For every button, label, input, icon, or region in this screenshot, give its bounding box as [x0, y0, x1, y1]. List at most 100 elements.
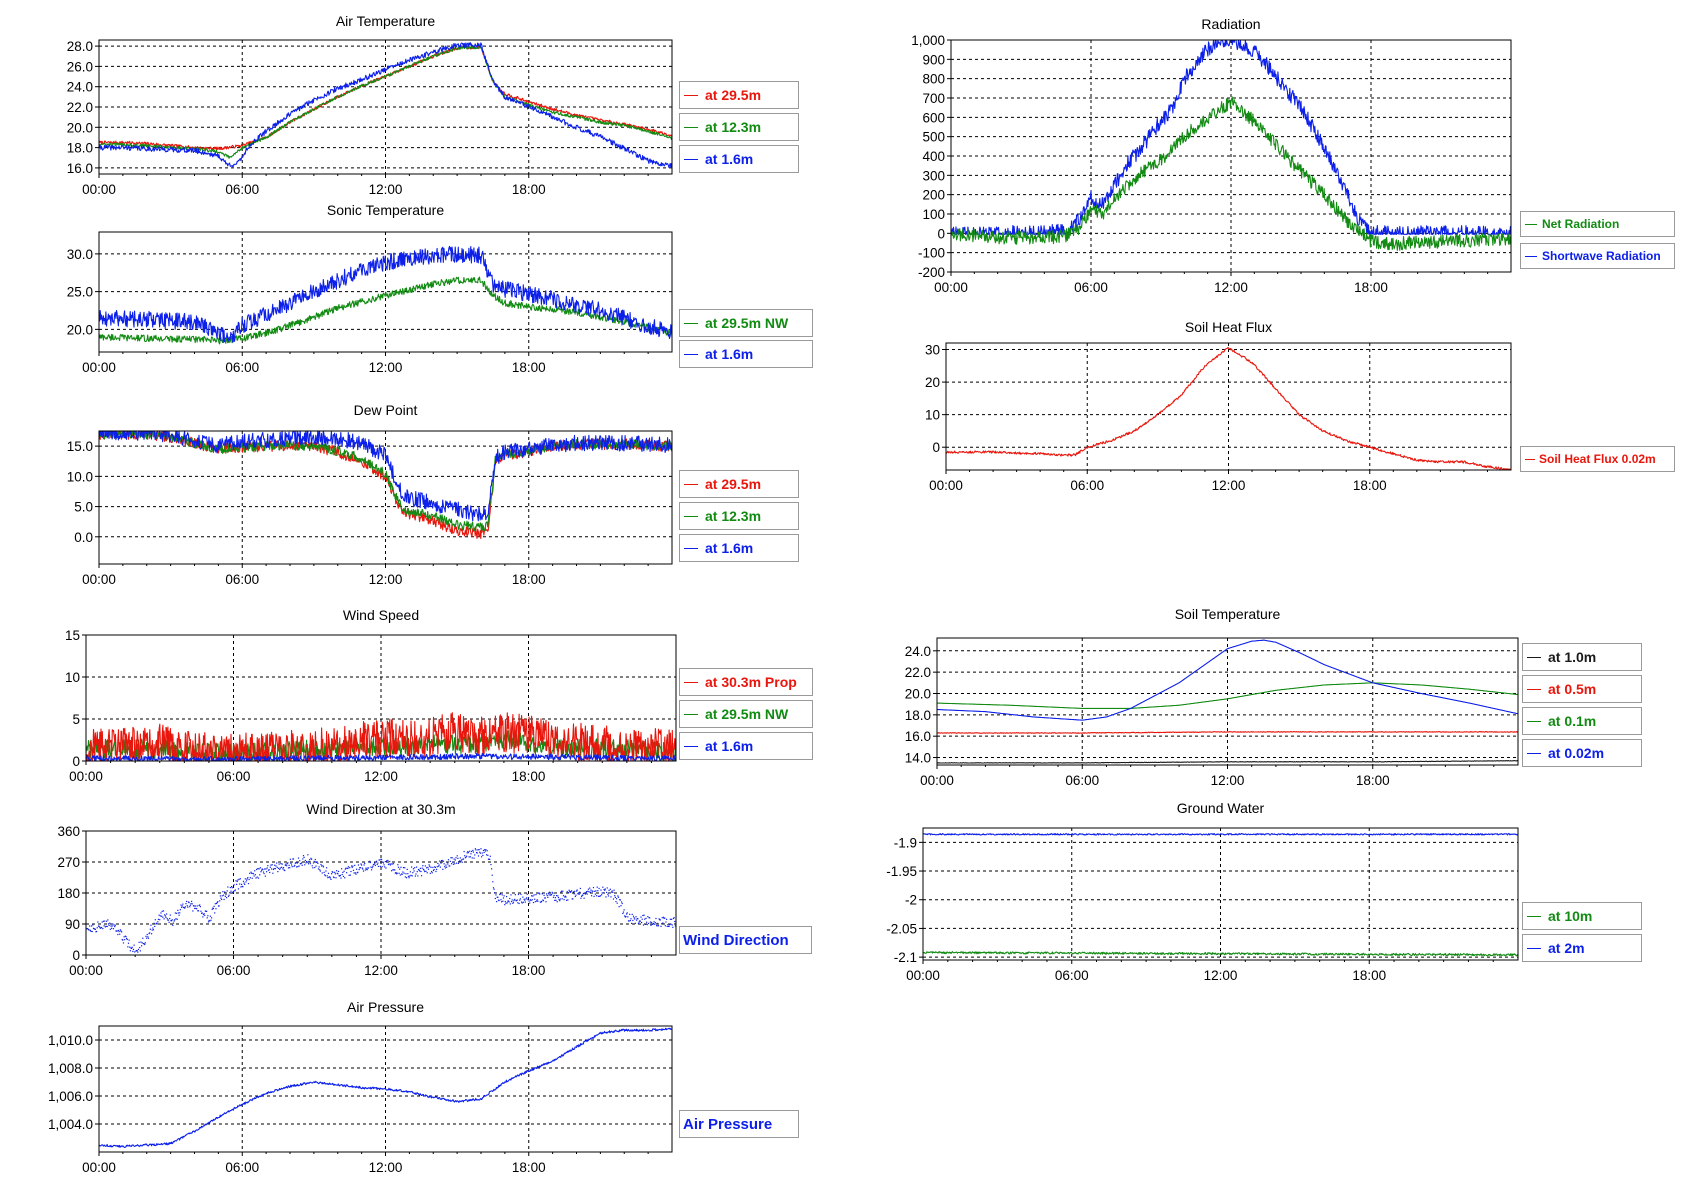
- data-point: [670, 923, 672, 925]
- data-point: [642, 914, 644, 917]
- data-point: [479, 851, 481, 853]
- data-point: [668, 925, 670, 928]
- data-point: [579, 891, 581, 893]
- x-tick-label: 00:00: [69, 769, 103, 784]
- data-point: [589, 887, 591, 889]
- data-point: [372, 864, 375, 866]
- data-point: [392, 863, 395, 865]
- data-point: [531, 895, 533, 897]
- data-point: [379, 859, 381, 861]
- data-point: [629, 913, 631, 915]
- data-point: [482, 854, 484, 857]
- data-point: [461, 859, 463, 861]
- data-point: [411, 866, 413, 868]
- data-point: [246, 878, 248, 880]
- data-point: [547, 892, 550, 894]
- x-tick-label: 12:00: [369, 360, 403, 375]
- plot-border: [98, 231, 673, 353]
- data-point: [527, 899, 529, 901]
- data-point: [252, 873, 255, 875]
- data-point: [204, 914, 206, 916]
- legend-label: at 29.5m: [705, 476, 762, 492]
- data-point: [505, 902, 507, 904]
- data-point: [131, 946, 133, 948]
- data-point: [433, 869, 435, 871]
- data-point: [450, 857, 452, 859]
- legend-swatch: [684, 94, 698, 96]
- data-point: [413, 870, 415, 872]
- x-tick-label: 18:00: [1356, 773, 1390, 788]
- data-point: [452, 863, 455, 865]
- data-point: [447, 859, 450, 861]
- data-point: [453, 858, 455, 860]
- data-point: [542, 899, 545, 902]
- legend-label: Shortwave Radiation: [1542, 249, 1661, 263]
- data-point: [579, 887, 581, 890]
- data-point: [90, 930, 92, 932]
- data-point: [416, 871, 418, 873]
- data-point: [524, 899, 526, 901]
- data-point: [162, 910, 165, 912]
- data-point: [193, 905, 195, 907]
- data-point: [605, 896, 607, 898]
- data-point: [569, 891, 571, 893]
- data-point: [335, 877, 337, 879]
- data-point: [580, 897, 582, 899]
- x-tick-label: 06:00: [225, 182, 259, 197]
- data-point: [361, 864, 363, 866]
- data-point: [324, 875, 326, 877]
- data-point: [132, 948, 135, 951]
- data-point: [149, 932, 151, 934]
- data-point: [476, 852, 478, 854]
- data-point: [328, 876, 330, 878]
- data-point: [262, 871, 265, 873]
- data-point: [466, 852, 468, 854]
- series-group: [99, 245, 672, 345]
- data-point: [170, 920, 172, 922]
- data-point: [408, 877, 410, 879]
- y-tick-label: 20.0: [67, 120, 93, 135]
- data-point: [201, 912, 203, 914]
- data-point: [277, 870, 279, 873]
- data-point: [102, 927, 104, 930]
- series-wind-direction: [86, 848, 676, 953]
- data-point: [501, 901, 503, 903]
- data-point: [101, 926, 103, 929]
- data-point: [376, 863, 378, 866]
- data-point: [447, 863, 449, 865]
- data-point: [367, 867, 369, 869]
- data-point: [553, 894, 555, 897]
- y-tick-label: 0: [72, 948, 80, 963]
- data-point: [151, 933, 153, 935]
- data-point: [536, 899, 538, 901]
- x-tick-label: 00:00: [920, 773, 954, 788]
- data-point: [142, 942, 145, 945]
- data-point: [249, 872, 251, 874]
- data-point: [372, 865, 374, 867]
- data-point: [232, 890, 235, 893]
- data-point: [246, 879, 248, 881]
- data-point: [449, 860, 451, 862]
- data-point: [269, 871, 271, 874]
- data-point: [352, 865, 354, 867]
- data-point: [669, 924, 671, 926]
- data-point: [387, 863, 390, 866]
- data-point: [609, 892, 611, 894]
- wind-direction-plot: Wind Direction at 30.3m 0 90 180 270 360 00:00…: [57, 801, 677, 978]
- data-point: [446, 861, 448, 864]
- data-point: [294, 862, 296, 864]
- data-point: [512, 902, 514, 904]
- series-line-shortwave-radiation: [951, 40, 1511, 235]
- data-point: [659, 919, 661, 921]
- chart-title: Radiation: [1201, 16, 1260, 32]
- data-point: [559, 898, 561, 900]
- data-point: [556, 894, 558, 897]
- y-tick-label: 800: [922, 72, 945, 87]
- data-point: [306, 860, 308, 863]
- data-point: [289, 867, 291, 869]
- data-point: [627, 916, 629, 918]
- data-point: [396, 872, 398, 874]
- data-point: [481, 852, 483, 854]
- plot-border: [98, 39, 673, 175]
- data-point: [632, 915, 635, 917]
